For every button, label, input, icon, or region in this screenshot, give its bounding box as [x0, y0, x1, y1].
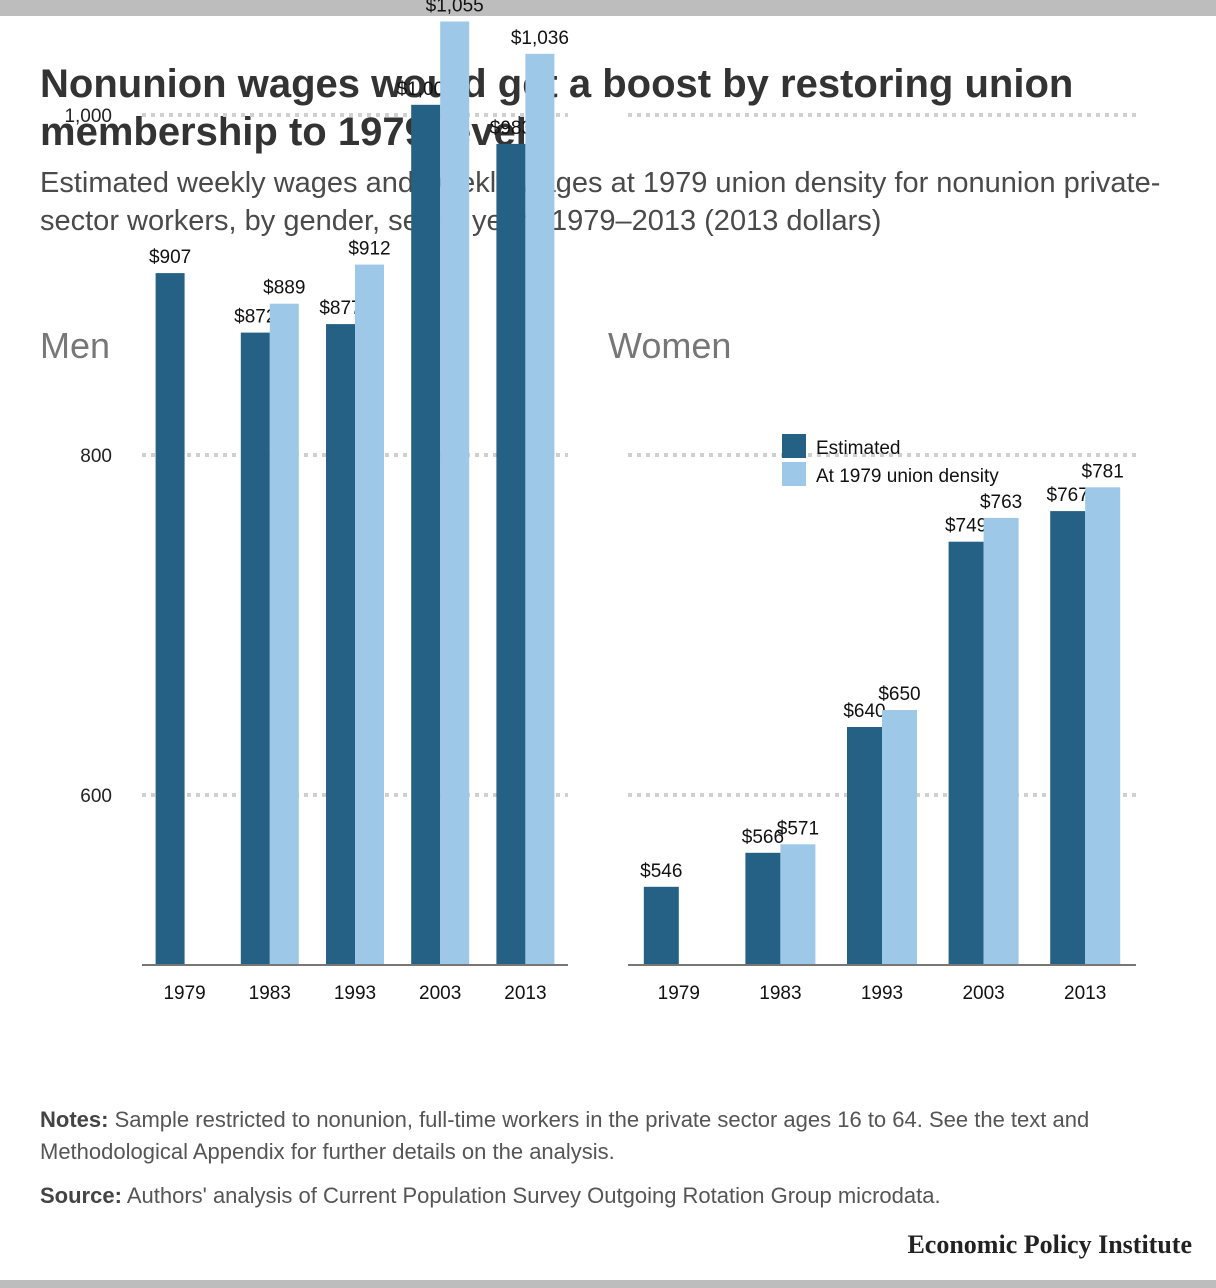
bottom-border-bar [0, 1280, 1216, 1288]
men-bar-estimated [326, 324, 355, 966]
source-text: Authors' analysis of Current Population … [121, 1183, 941, 1208]
women-data-label: $767 [1047, 485, 1089, 506]
men-bar-estimated [240, 332, 270, 966]
women-bar-at-1979 [983, 517, 1019, 965]
women-xtick-label: 1993 [861, 983, 903, 1004]
women-bar-estimated [847, 727, 882, 965]
men-bar-at-1979 [269, 303, 299, 965]
women-data-label: $566 [742, 827, 784, 848]
men-bar-estimated [496, 143, 526, 965]
men-xtick-label: 1979 [163, 983, 205, 1004]
men-xtick-label: 2003 [419, 983, 461, 1004]
chart-title: Nonunion wages would get a boost by rest… [40, 62, 1074, 154]
women-data-label: $546 [640, 861, 682, 882]
men-data-label: $1,036 [511, 28, 569, 49]
notes-label: Notes: [40, 1107, 109, 1132]
men-xtick-label: 1993 [334, 983, 376, 1004]
men-xtick-label: 2013 [504, 983, 546, 1004]
women-bar-estimated [948, 541, 984, 965]
men-data-label: $1,055 [426, 0, 484, 17]
men-data-label: $872 [234, 307, 276, 328]
men-ytick-label: 800 [80, 446, 112, 467]
men-data-label: $877 [319, 298, 361, 319]
men-data-label: $889 [263, 278, 305, 299]
women-bar-at-1979 [780, 844, 816, 965]
women-data-label: $571 [777, 818, 819, 839]
women-xtick-label: 2003 [962, 983, 1004, 1004]
women-xtick-label: 1983 [759, 983, 801, 1004]
women-bar-at-1979 [882, 710, 917, 965]
men-data-label: $907 [149, 247, 191, 268]
legend-swatch-at-1979 [782, 462, 806, 486]
source: Source: Authors' analysis of Current Pop… [40, 1180, 1180, 1212]
men-bar-estimated [155, 273, 185, 966]
women-panel-title: Women [608, 325, 732, 366]
notes: Notes: Sample restricted to nonunion, fu… [40, 1104, 1180, 1168]
women-bar-estimated [643, 886, 679, 965]
epi-logo-text: Economic Policy Institute [907, 1230, 1192, 1259]
men-data-label: $983 [490, 118, 532, 139]
men-ytick-label: 1,000 [64, 106, 112, 127]
men-bar-at-1979 [440, 21, 470, 965]
legend-label-at-1979: At 1979 union density [816, 466, 999, 487]
women-data-label: $640 [843, 701, 885, 722]
bar-charts: 600 800 1,000 $907 1979 $872 $889 1983 $877 $912 1… [64, 0, 1136, 1004]
source-label: Source: [40, 1183, 122, 1208]
men-bar-estimated [411, 104, 441, 966]
men-bar-at-1979 [355, 264, 384, 966]
legend-swatch-estimated [782, 434, 806, 458]
men-bar-at-1979 [525, 53, 555, 966]
women-data-label: $749 [945, 516, 987, 537]
women-xtick-label: 1979 [658, 983, 700, 1004]
notes-text: Sample restricted to nonunion, full-time… [40, 1107, 1090, 1164]
women-data-label: $781 [1082, 461, 1124, 482]
men-data-label: $912 [348, 239, 390, 260]
women-data-label: $650 [878, 684, 920, 705]
top-border-bar [0, 0, 1216, 16]
men-ytick-label: 600 [80, 786, 112, 807]
legend-label-estimated: Estimated [816, 438, 900, 459]
women-data-label: $763 [980, 492, 1022, 513]
women-bar-estimated [1050, 511, 1086, 965]
men-xtick-label: 1983 [249, 983, 291, 1004]
women-bar-at-1979 [1085, 487, 1121, 965]
men-panel-title: Men [40, 325, 111, 366]
women-bar-estimated [745, 852, 781, 965]
women-xtick-label: 2013 [1064, 983, 1106, 1004]
